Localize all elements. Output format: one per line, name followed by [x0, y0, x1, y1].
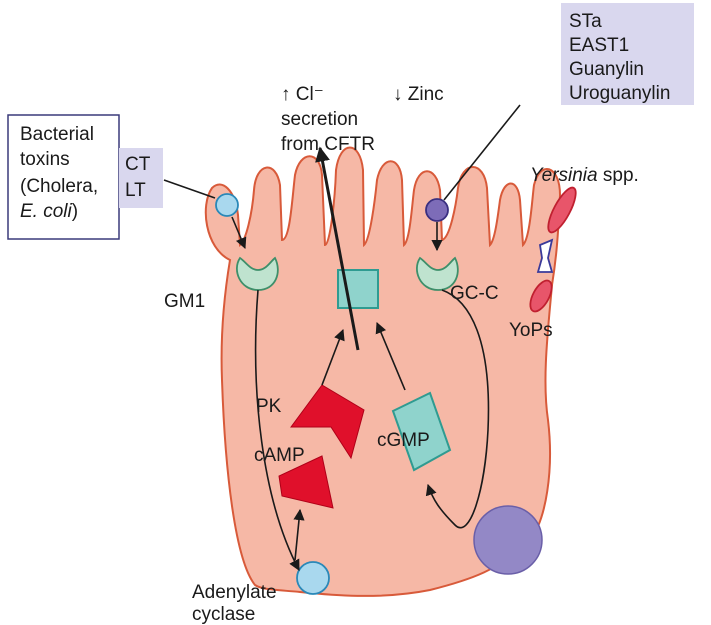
gm1-label: GM1 — [164, 291, 205, 312]
ct-arrow-line — [163, 179, 216, 199]
yops-injector — [536, 238, 554, 273]
ct-lt-box — [119, 148, 163, 208]
pk-to-cftr-arrow — [321, 328, 345, 386]
lt-label: LT — [125, 180, 146, 201]
ct-to-gm1-arrow — [231, 216, 247, 250]
cl-line1: ↑ Cl⁻ — [281, 84, 324, 105]
cgmp-to-cftr-arrow — [375, 321, 406, 391]
toxins-line1: Bacterial — [20, 124, 94, 145]
ct-label: CT — [125, 154, 151, 175]
gcc-receptor — [416, 256, 459, 291]
sta-line2: EAST1 — [569, 35, 629, 56]
cl-line3: from CFTR — [281, 134, 375, 155]
sta-line1: STa — [569, 11, 602, 32]
adenylate-line2: cyclase — [192, 604, 255, 625]
gcc-loop-arrow — [425, 289, 490, 529]
toxin-ligand — [215, 193, 239, 217]
toxins-line4: E. coli) — [20, 201, 78, 222]
yops-label: YoPs — [509, 320, 553, 341]
camp-molecule — [278, 455, 334, 509]
sta-line3: Guanylin — [569, 59, 644, 80]
toxins-line2: toxins — [20, 149, 70, 170]
yersinia-bacterium-top — [547, 186, 577, 234]
gm1-to-adenylate-arrow — [254, 289, 300, 571]
sta-connector — [443, 104, 521, 201]
yersinia-label: Yersinia spp. — [530, 165, 639, 186]
cl-secretion-arrow — [315, 146, 360, 351]
camp-label: cAMP — [254, 445, 305, 466]
sta-line4: Uroguanylin — [569, 83, 670, 104]
gcc-label: GC-C — [450, 283, 499, 304]
gm1-receptor — [236, 256, 279, 291]
adenylate-line1: Adenylate — [192, 582, 277, 603]
pk-label: PK — [256, 396, 282, 417]
cftr-channel — [337, 269, 379, 309]
adenylate-to-camp-arrow — [293, 508, 305, 561]
sta-box — [561, 3, 694, 105]
toxins-line3: (Cholera, — [20, 176, 98, 197]
sta-ligand — [425, 198, 449, 222]
zinc-label: ↓ Zinc — [393, 84, 444, 105]
cgmp-molecule — [391, 391, 452, 472]
yersinia-bacterium-bottom — [529, 279, 553, 313]
cl-line2: secretion — [281, 109, 358, 130]
adenylate-cyclase — [296, 561, 330, 595]
protein-kinase — [290, 384, 365, 460]
cgmp-label: cGMP — [377, 430, 430, 451]
nucleus — [473, 505, 543, 575]
